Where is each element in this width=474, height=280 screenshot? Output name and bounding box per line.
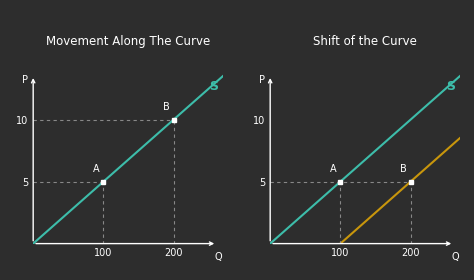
Text: A: A: [330, 164, 337, 174]
Text: B: B: [164, 102, 170, 112]
Text: Q: Q: [451, 252, 459, 262]
Text: A: A: [93, 164, 100, 174]
Text: Shift of the Curve: Shift of the Curve: [313, 35, 417, 48]
Text: P: P: [258, 75, 264, 85]
Text: B: B: [401, 164, 407, 174]
Text: Movement Along The Curve: Movement Along The Curve: [46, 35, 210, 48]
Text: Q: Q: [214, 252, 222, 262]
Text: S: S: [446, 80, 455, 93]
Text: S: S: [209, 80, 218, 93]
Text: P: P: [21, 75, 27, 85]
